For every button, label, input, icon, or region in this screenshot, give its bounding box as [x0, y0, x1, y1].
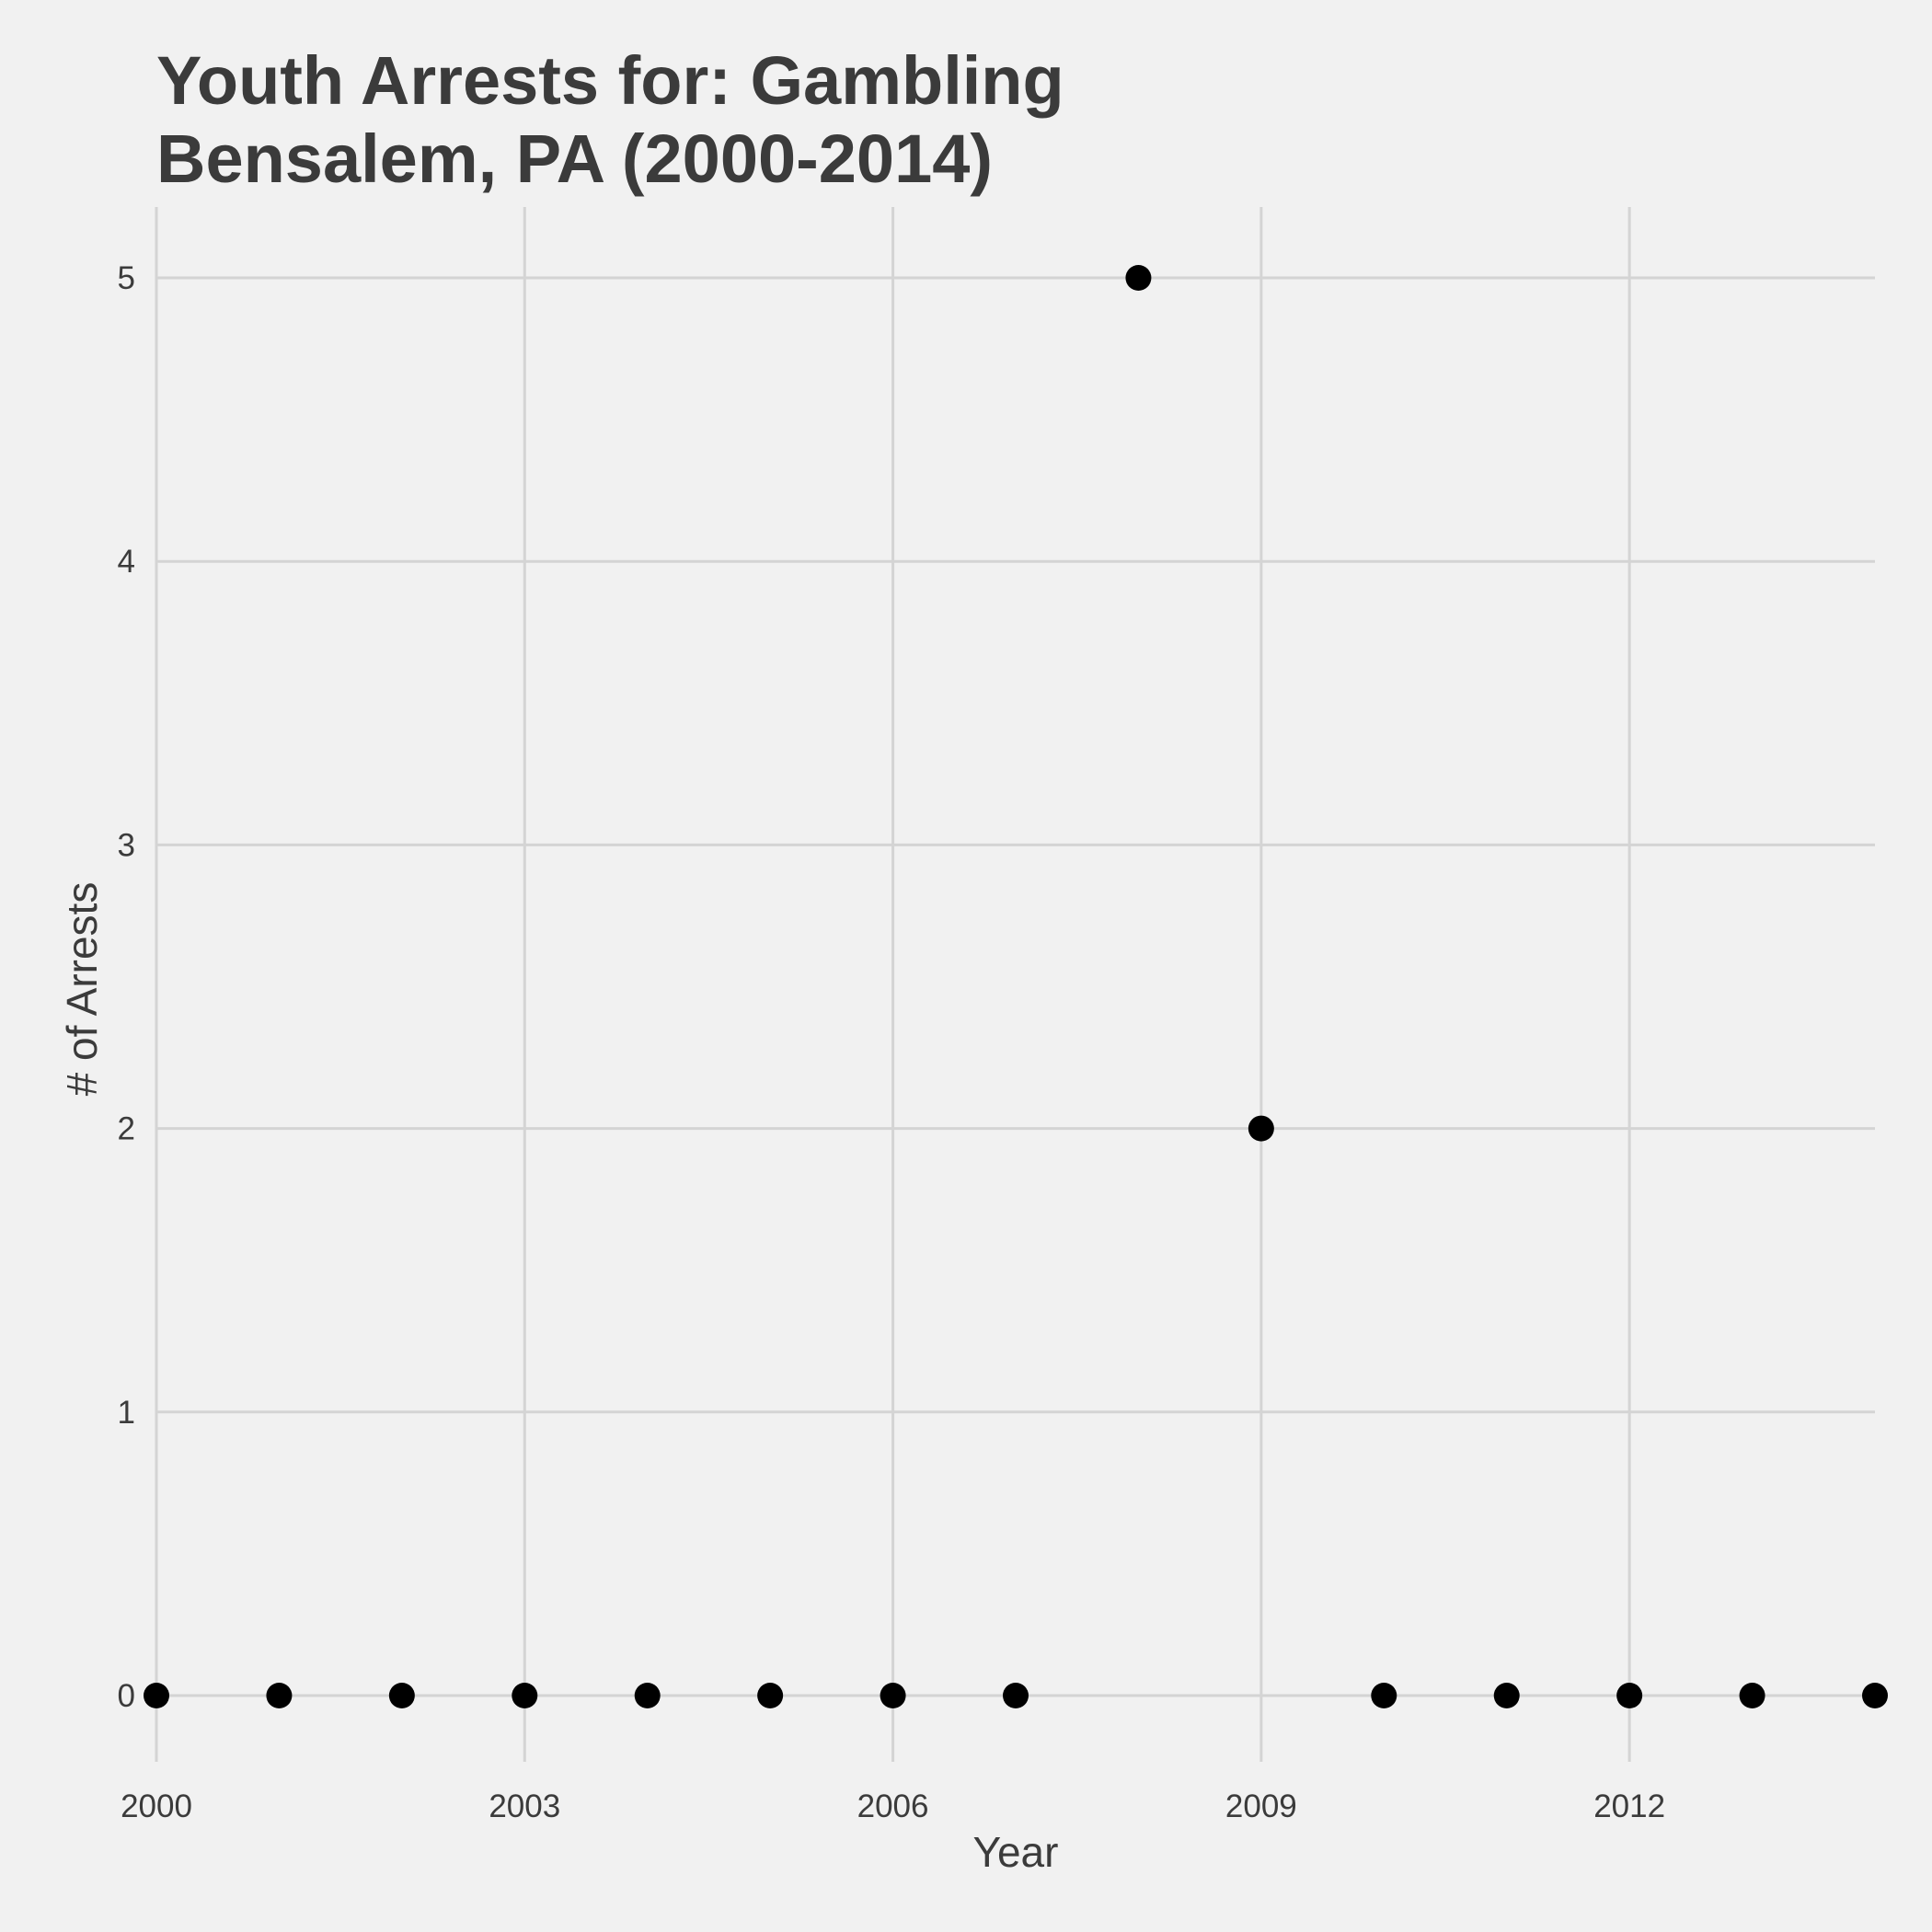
data-point [266, 1683, 293, 1708]
chart-title-line-1: Youth Arrests for: Gambling [156, 42, 1064, 119]
data-point [1125, 265, 1152, 291]
data-points [144, 265, 1888, 1708]
gridlines [155, 207, 1875, 1762]
data-point [880, 1683, 906, 1708]
y-tick-label: 1 [118, 1395, 135, 1431]
x-axis-title: Year [973, 1828, 1059, 1876]
data-point [634, 1683, 661, 1708]
x-tick-label: 2003 [489, 1788, 560, 1824]
y-tick-label: 3 [118, 827, 135, 863]
y-tick-label: 4 [118, 544, 135, 580]
data-point [1248, 1115, 1274, 1142]
chart-title-line-2: Bensalem, PA (2000-2014) [156, 121, 993, 197]
x-tick-label: 2012 [1593, 1788, 1665, 1824]
data-point [1493, 1683, 1520, 1708]
data-point [1739, 1683, 1765, 1708]
data-point [1371, 1683, 1397, 1708]
data-point [388, 1683, 415, 1708]
data-point [1003, 1683, 1029, 1708]
x-tick-label: 2006 [857, 1788, 929, 1824]
y-tick-label: 2 [118, 1111, 135, 1147]
x-tick-labels: 2000 2003 2006 2009 2012 [121, 1788, 1665, 1824]
y-axis-title: # of Arrests [58, 882, 106, 1097]
data-point [757, 1683, 784, 1708]
x-tick-label: 2000 [121, 1788, 192, 1824]
data-point [144, 1683, 169, 1708]
y-tick-label: 5 [118, 260, 135, 296]
x-tick-label: 2009 [1225, 1788, 1297, 1824]
data-point [512, 1683, 538, 1708]
y-tick-label: 0 [118, 1678, 135, 1714]
y-tick-labels: 0 1 2 3 4 5 [118, 260, 135, 1714]
data-point [1616, 1683, 1643, 1708]
data-point [1862, 1683, 1888, 1708]
